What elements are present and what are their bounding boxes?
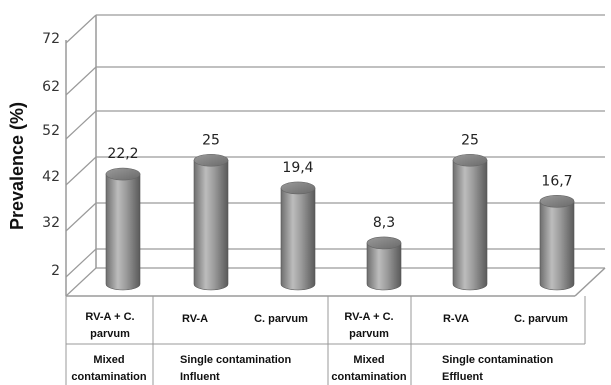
data-labels: 22,2 25 19,4 8,3 25 16,7 bbox=[107, 132, 572, 231]
bar-top bbox=[105, 167, 141, 181]
category-label: RV-A + C. bbox=[344, 311, 393, 323]
bar bbox=[452, 153, 488, 291]
data-label: 19,4 bbox=[282, 160, 313, 176]
bar-body bbox=[366, 242, 402, 291]
bar bbox=[105, 167, 141, 291]
y-tick-label: 52 bbox=[42, 123, 60, 139]
category-label: C. parvum bbox=[514, 313, 568, 325]
data-label: 16,7 bbox=[541, 173, 572, 189]
data-label: 8,3 bbox=[373, 215, 395, 231]
gridline-0-left bbox=[65, 14, 97, 44]
y-axis-label: Prevalence (%) bbox=[7, 102, 27, 230]
y-tick-label: 62 bbox=[42, 79, 60, 95]
bar-body bbox=[193, 159, 229, 291]
gridline-6-left bbox=[65, 267, 97, 297]
gridline-3-left bbox=[65, 156, 97, 186]
bar-body bbox=[105, 173, 141, 291]
category-label: parvum bbox=[90, 328, 130, 340]
category-label: parvum bbox=[349, 328, 389, 340]
group-label: Influent bbox=[180, 371, 220, 383]
gridline-5-left bbox=[65, 248, 97, 278]
y-tick-label: 32 bbox=[42, 215, 60, 231]
floor-right-edge bbox=[574, 267, 606, 297]
group-label: Single contamination bbox=[180, 354, 292, 366]
group-label: contamination bbox=[71, 371, 146, 383]
category-label: RV-A bbox=[182, 313, 208, 325]
y-tick-label: 2 bbox=[51, 263, 60, 279]
group-label: Effluent bbox=[442, 371, 483, 383]
bar-body bbox=[280, 187, 316, 291]
y-tick-label: 72 bbox=[42, 31, 60, 47]
category-label: R-VA bbox=[443, 313, 469, 325]
gridline-2-left bbox=[65, 110, 97, 140]
data-label: 25 bbox=[202, 132, 220, 148]
data-label: 25 bbox=[461, 132, 479, 148]
gridline-1-left bbox=[65, 66, 97, 96]
category-label: RV-A + C. bbox=[85, 311, 134, 323]
group-label: Mixed bbox=[93, 354, 124, 366]
gridline-4-left bbox=[65, 202, 97, 232]
axes bbox=[65, 15, 606, 297]
y-tick-labels: 2 32 42 52 62 72 bbox=[42, 31, 60, 279]
bar-body bbox=[539, 201, 575, 291]
y-tick-label: 42 bbox=[42, 169, 60, 185]
category-label: C. parvum bbox=[254, 313, 308, 325]
bar-top bbox=[280, 181, 316, 195]
data-label: 22,2 bbox=[107, 146, 138, 162]
grid-lines bbox=[65, 14, 605, 297]
group-label: Single contamination bbox=[442, 354, 554, 366]
bar bbox=[366, 236, 402, 291]
bar-body bbox=[452, 159, 488, 291]
bar-top bbox=[366, 236, 402, 250]
bar bbox=[280, 181, 316, 291]
bars bbox=[105, 153, 575, 291]
category-table: RV-A + C. parvum RV-A C. parvum RV-A + C. par… bbox=[65, 296, 586, 385]
group-label: contamination bbox=[331, 371, 406, 383]
bar bbox=[193, 153, 229, 291]
group-label: Mixed bbox=[353, 354, 384, 366]
bar-top bbox=[193, 153, 229, 167]
bar bbox=[539, 195, 575, 291]
bar-top bbox=[452, 153, 488, 167]
bar-top bbox=[539, 195, 575, 208]
